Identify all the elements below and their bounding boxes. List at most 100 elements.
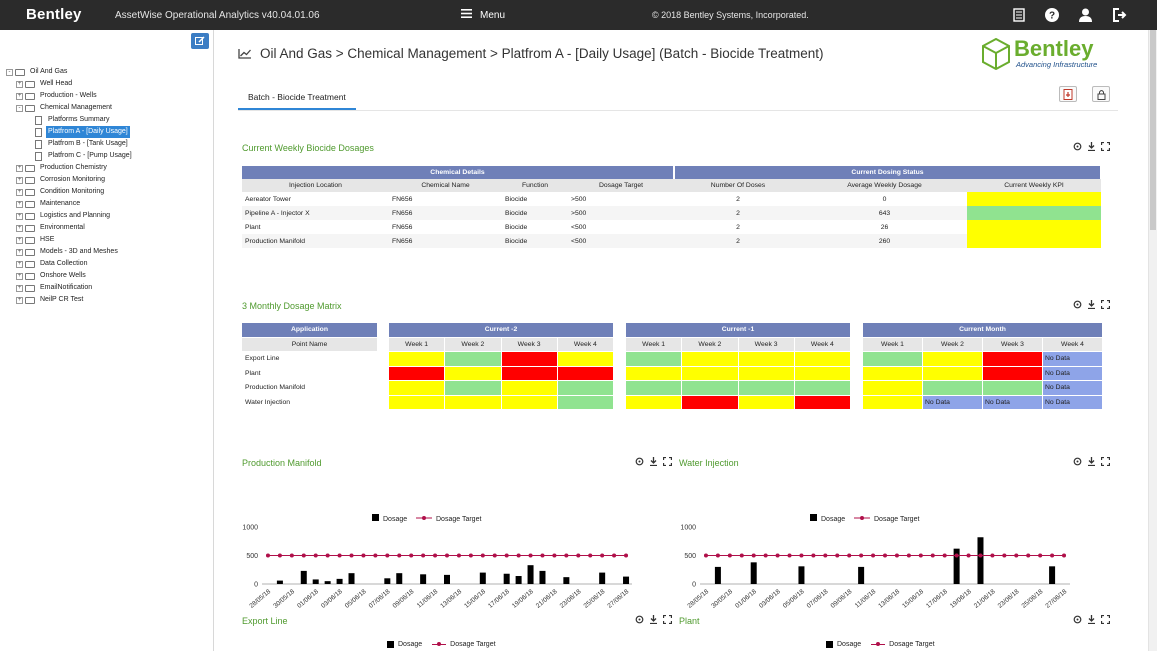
- tree-item[interactable]: Platfrom C - [Pump Usage]: [6, 150, 134, 162]
- target-point: [301, 553, 306, 558]
- matrix-block: Current -1 Week 1 Week 2 Week 3 Week 4: [624, 322, 852, 410]
- expand-icon[interactable]: +: [16, 272, 23, 280]
- expand-icon[interactable]: +: [16, 212, 23, 220]
- expand-icon[interactable]: +: [16, 224, 23, 232]
- legend-target-label: Dosage Target: [436, 516, 481, 523]
- dosage-bar: [527, 565, 534, 584]
- export-pdf-button[interactable]: [1059, 86, 1077, 102]
- expand-icon[interactable]: +: [16, 92, 23, 100]
- kpi-status-cell: [967, 220, 1101, 234]
- tree-item[interactable]: + Production - Wells: [6, 90, 134, 102]
- tree-item[interactable]: + EmailNotification: [6, 282, 134, 294]
- edit-button[interactable]: [191, 33, 209, 49]
- folder-icon: [25, 296, 35, 304]
- production-manifold-title: Production Manifold: [242, 458, 322, 468]
- tree-item[interactable]: Platfrom B - [Tank Usage]: [6, 138, 134, 150]
- table-cell: >500: [571, 195, 587, 203]
- dosage-bar: [953, 548, 960, 584]
- target-point: [847, 553, 852, 558]
- x-tick-label: 05/06/18: [344, 588, 368, 610]
- col-header: Number Of Doses: [674, 179, 802, 192]
- expand-icon[interactable]: +: [16, 260, 23, 268]
- x-tick-label: 21/06/18: [973, 588, 997, 610]
- brand-name: Bentley: [1014, 36, 1094, 61]
- download-icon[interactable]: [649, 457, 658, 466]
- tree-item[interactable]: + Models - 3D and Meshes: [6, 246, 134, 258]
- expand-icon[interactable]: +: [16, 176, 23, 184]
- settings-icon[interactable]: [635, 615, 644, 624]
- expand-icon[interactable]: +: [16, 200, 23, 208]
- tree-item-label: Chemical Management: [40, 104, 112, 111]
- settings-icon[interactable]: [1073, 142, 1082, 151]
- help-icon[interactable]: ?: [1043, 6, 1061, 24]
- tree-item[interactable]: + Corrosion Monitoring: [6, 174, 134, 186]
- expand-icon[interactable]: [1101, 142, 1110, 151]
- download-icon[interactable]: [1087, 615, 1096, 624]
- x-tick-label: 25/06/18: [1021, 588, 1045, 610]
- target-point: [787, 553, 792, 558]
- table-cell: >500: [568, 206, 674, 220]
- week-header: Week 2: [922, 336, 983, 352]
- expand-icon[interactable]: [1101, 300, 1110, 309]
- settings-icon[interactable]: [635, 457, 644, 466]
- menu-button[interactable]: Menu: [461, 9, 505, 21]
- tree-item[interactable]: + HSE: [6, 234, 134, 246]
- table-cell: FN656: [392, 195, 413, 203]
- tree-item[interactable]: + Well Head: [6, 78, 134, 90]
- tree-item-label: Onshore Wells: [40, 272, 86, 279]
- tree-item[interactable]: + Data Collection: [6, 258, 134, 270]
- tab-batch-biocide[interactable]: Batch - Biocide Treatment: [238, 84, 356, 110]
- tree-item-label: Platfrom A - [Daily Usage]: [46, 126, 130, 138]
- x-tick-label: 07/06/18: [806, 588, 830, 610]
- expand-icon[interactable]: +: [16, 284, 23, 292]
- dosage-bar: [1049, 566, 1056, 584]
- col-header: Current Weekly KPI: [967, 179, 1101, 192]
- tree-item[interactable]: + Condition Monitoring: [6, 186, 134, 198]
- download-icon[interactable]: [1087, 300, 1096, 309]
- col-header: Function: [502, 179, 568, 192]
- collapse-icon[interactable]: -: [6, 68, 13, 76]
- scrollbar-thumb[interactable]: [1150, 30, 1156, 230]
- expand-icon[interactable]: +: [16, 164, 23, 172]
- x-tick-label: 23/06/18: [997, 588, 1021, 610]
- collapse-icon[interactable]: -: [16, 104, 23, 112]
- download-icon[interactable]: [649, 615, 658, 624]
- vertical-scrollbar[interactable]: [1148, 30, 1157, 651]
- matrix-cell: No Data: [1042, 380, 1103, 396]
- tree-item[interactable]: + NeilP CR Test: [6, 294, 134, 306]
- settings-icon[interactable]: [1073, 300, 1082, 309]
- x-tick-label: 07/06/18: [368, 588, 392, 610]
- tree-item[interactable]: - Chemical Management: [6, 102, 134, 114]
- tree-item[interactable]: - Oil And Gas: [6, 66, 134, 78]
- tree-item-label: Maintenance: [40, 200, 81, 207]
- lock-button[interactable]: [1092, 86, 1110, 102]
- settings-icon[interactable]: [1073, 457, 1082, 466]
- user-icon[interactable]: [1076, 6, 1094, 24]
- report-icon[interactable]: [1010, 6, 1028, 24]
- expand-icon[interactable]: [1101, 457, 1110, 466]
- tree-item[interactable]: + Environmental: [6, 222, 134, 234]
- logout-icon[interactable]: [1111, 6, 1129, 24]
- expand-icon[interactable]: [663, 457, 672, 466]
- expand-icon[interactable]: [663, 615, 672, 624]
- download-icon[interactable]: [1087, 142, 1096, 151]
- target-point: [337, 553, 342, 558]
- expand-icon[interactable]: +: [16, 248, 23, 256]
- expand-icon[interactable]: +: [16, 236, 23, 244]
- expand-icon[interactable]: [1101, 615, 1110, 624]
- tree-item[interactable]: Platfrom A - [Daily Usage]: [6, 126, 134, 138]
- tree-item[interactable]: + Production Chemistry: [6, 162, 134, 174]
- expand-icon[interactable]: +: [16, 188, 23, 196]
- tree-item[interactable]: + Maintenance: [6, 198, 134, 210]
- folder-icon: [25, 164, 35, 172]
- x-tick-label: 15/06/18: [901, 588, 925, 610]
- tree-item[interactable]: + Onshore Wells: [6, 270, 134, 282]
- tree-item[interactable]: Platforms Summary: [6, 114, 134, 126]
- tree-item[interactable]: + Logistics and Planning: [6, 210, 134, 222]
- settings-icon[interactable]: [1073, 615, 1082, 624]
- expand-icon[interactable]: +: [16, 80, 23, 88]
- sidebar: - Oil And Gas + Well Head + Production - Well…: [0, 30, 214, 651]
- download-icon[interactable]: [1087, 457, 1096, 466]
- expand-icon[interactable]: +: [16, 296, 23, 304]
- matrix-cell: No Data: [982, 394, 1043, 410]
